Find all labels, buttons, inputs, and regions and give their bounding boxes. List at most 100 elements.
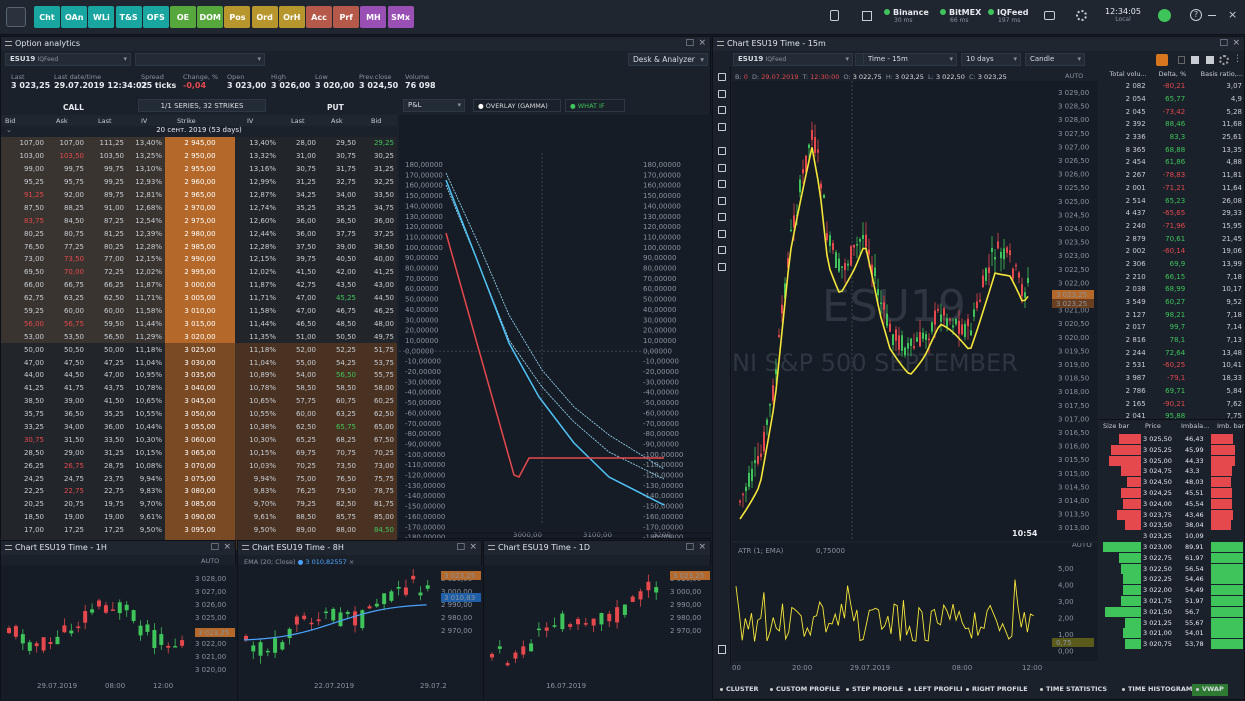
close-icon[interactable]: ×: [1232, 38, 1240, 48]
toolbar-button-ord[interactable]: Ord: [251, 6, 278, 28]
chat-icon[interactable]: [1044, 11, 1055, 20]
cluster-row[interactable]: 2 002 -60,14 19,06: [1099, 245, 1245, 258]
column-header-last[interactable]: Last: [291, 117, 305, 125]
cluster-row[interactable]: 2 244 72,64 13,48: [1099, 346, 1245, 359]
symbol-select[interactable]: ESU19 IQFeed: [5, 53, 131, 66]
maximize-icon[interactable]: □: [210, 542, 219, 552]
profile-button-left-profile[interactable]: LEFT PROFILE: [904, 684, 969, 696]
dom-row[interactable]: 3 022,50 56,54: [1099, 563, 1245, 574]
profile-button-time-statistics[interactable]: TIME STATISTICS: [1036, 684, 1112, 696]
cluster-row[interactable]: 2 267 -78,83 11,81: [1099, 169, 1245, 182]
cluster-row[interactable]: 3 549 60,27 9,52: [1099, 296, 1245, 309]
toolbar-button-pos[interactable]: Pos: [224, 6, 251, 28]
pnl-select[interactable]: P&L: [403, 99, 465, 112]
option-row[interactable]: 47,00 47,50 47,25 11,04% 3 030,00 11,04% 55,00…: [1, 356, 397, 370]
column-header-ask[interactable]: Ask: [331, 117, 343, 125]
timeframe-select[interactable]: Time - 15m: [863, 53, 957, 66]
range-select[interactable]: 10 days: [961, 53, 1021, 66]
close-icon[interactable]: ×: [698, 542, 706, 552]
cluster-column-header[interactable]: Basis ratio,...: [1200, 69, 1243, 78]
bookmark-icon[interactable]: [1178, 56, 1185, 64]
toolbar-button-oan[interactable]: OAn: [61, 6, 88, 28]
cluster-row[interactable]: 8 365 68,88 13,35: [1099, 143, 1245, 156]
option-row[interactable]: 53,00 53,50 56,50 11,29% 3 020,00 11,35% 51,00…: [1, 330, 397, 344]
cluster-row[interactable]: 2 017 99,7 7,14: [1099, 321, 1245, 334]
toolbar-button-cht[interactable]: Cht: [34, 6, 60, 28]
layers-icon[interactable]: [718, 89, 726, 98]
cluster-row[interactable]: 2 045 -73,42 5,28: [1099, 105, 1245, 118]
column-header-ask[interactable]: Ask: [56, 117, 68, 125]
maximize-icon[interactable]: □: [456, 542, 465, 552]
option-row[interactable]: 87,50 88,25 91,00 12,68% 2 970,00 12,74% 35,25…: [1, 201, 397, 215]
option-row[interactable]: 73,00 73,50 77,00 12,15% 2 990,00 12,15% 39,75…: [1, 253, 397, 266]
option-row[interactable]: 28,50 29,00 31,25 10,15% 3 065,00 10,15% 69,75…: [1, 446, 397, 460]
toolbar-button-dom[interactable]: DOM: [197, 6, 224, 28]
flame-icon[interactable]: [1156, 54, 1168, 66]
auto-scale-toggle[interactable]: AUTO: [1065, 72, 1084, 80]
ruler-icon[interactable]: [718, 213, 726, 221]
option-row[interactable]: 22,25 22,75 22,75 9,83% 3 080,00 9,83% 76,25 79…: [1, 485, 397, 498]
profile-button-custom-profile[interactable]: CUSTOM PROFILE: [766, 684, 845, 696]
dom-column-header[interactable]: Imb. bar: [1217, 422, 1245, 430]
option-row[interactable]: 50,00 50,50 50,00 11,18% 3 025,00 11,18% 52,00…: [1, 343, 397, 357]
lock-icon[interactable]: [830, 10, 839, 21]
cluster-column-header[interactable]: Total volu...: [1109, 69, 1147, 78]
trend-line-icon[interactable]: [718, 180, 726, 188]
toolbar-button-acc[interactable]: Acc: [306, 6, 332, 28]
what-if-button[interactable]: ● WHAT IF: [565, 99, 625, 112]
mode-select[interactable]: Desk & Analyzer: [628, 53, 708, 66]
maximize-icon[interactable]: □: [1219, 38, 1228, 48]
option-row[interactable]: 33,25 34,00 36,00 10,44% 3 055,00 10,38% 62,50…: [1, 420, 397, 434]
dom-row[interactable]: 3 021,25 55,67: [1099, 617, 1245, 628]
dom-row[interactable]: 3 024,25 45,51: [1099, 488, 1245, 498]
notes-icon[interactable]: [718, 262, 726, 271]
profile-button-right-profile[interactable]: RIGHT PROFILE: [962, 684, 1032, 696]
maximize-icon[interactable]: □: [685, 542, 694, 552]
close-icon[interactable]: ×: [223, 542, 231, 552]
toolbar-button-prf[interactable]: Prf: [333, 6, 360, 28]
profile-button-vwap[interactable]: VWAP: [1192, 684, 1228, 696]
option-row[interactable]: 91,25 92,00 89,75 12,81% 2 965,00 12,87% 34,25…: [1, 188, 397, 202]
profile-button-step-profile[interactable]: STEP PROFILE: [842, 684, 908, 696]
cluster-row[interactable]: 2 879 70,61 21,45: [1099, 232, 1245, 245]
option-row[interactable]: 59,25 60,00 60,00 11,58% 3 010,00 11,58% 47,00…: [1, 304, 397, 318]
dom-column-header[interactable]: Price: [1145, 422, 1161, 430]
option-row[interactable]: 95,25 95,75 99,25 12,93% 2 960,00 12,99% 31,25…: [1, 175, 397, 189]
connection-bitmex[interactable]: BitMEX 66 ms: [940, 8, 981, 24]
option-row[interactable]: 26,25 26,75 28,75 10,08% 3 070,00 10,03% 70,25…: [1, 459, 397, 473]
toolbar-button-mh[interactable]: MH: [360, 6, 387, 28]
brush-icon[interactable]: [718, 122, 726, 131]
cluster-row[interactable]: 2 786 69,71 5,84: [1099, 385, 1245, 398]
menu-grid-icon[interactable]: [6, 7, 26, 27]
option-row[interactable]: 80,25 80,75 81,25 12,39% 2 980,00 12,44% 36,00…: [1, 227, 397, 241]
dom-row[interactable]: 3 022,00 54,49: [1099, 585, 1245, 596]
toolbar-button-ofs[interactable]: OFS: [142, 6, 169, 28]
column-header-last[interactable]: Last: [98, 117, 112, 125]
cluster-row[interactable]: 2 514 65,23 26,08: [1099, 194, 1245, 207]
symbol-secondary-select[interactable]: [135, 53, 265, 66]
option-row[interactable]: 18,50 19,00 19,00 9,61% 3 090,00 9,61% 88,50 85…: [1, 510, 397, 524]
overlay-gamma-button[interactable]: ● OVERLAY (GAMMA): [473, 99, 561, 112]
cluster-row[interactable]: 4 437 -65,65 29,33: [1099, 207, 1245, 220]
toolbar-button-wli[interactable]: WLi: [88, 6, 115, 28]
vertical-line-icon[interactable]: [718, 163, 726, 172]
dom-row[interactable]: 3 022,75 61,97: [1099, 552, 1245, 563]
cluster-row[interactable]: 2 054 65,77 4,9: [1099, 93, 1245, 106]
option-row[interactable]: 38,50 39,00 41,50 10,65% 3 045,00 10,65% 57,75…: [1, 394, 397, 408]
expiry-row[interactable]: ⌄ 20 сент. 2019 (53 days): [1, 126, 397, 137]
cluster-row[interactable]: 2 816 78,1 7,13: [1099, 334, 1245, 347]
connection-binance[interactable]: Binance 30 ms: [884, 8, 929, 24]
option-row[interactable]: 76,50 77,25 80,25 12,28% 2 985,00 12,28% 37,50…: [1, 240, 397, 254]
cluster-row[interactable]: 2 127 98,21 7,18: [1099, 308, 1245, 321]
option-row[interactable]: 20,25 20,75 19,75 9,70% 3 085,00 9,70% 79,25 82…: [1, 497, 397, 511]
chart-type-icon[interactable]: [718, 73, 726, 81]
option-row[interactable]: 107,00 107,00 111,25 13,40% 2 945,00 13,40% 28…: [1, 137, 397, 150]
close-icon[interactable]: ×: [469, 542, 477, 552]
cluster-row[interactable]: 2 038 68,99 10,17: [1099, 283, 1245, 296]
option-row[interactable]: 56,00 56,75 59,50 11,44% 3 015,00 11,44% 46,50…: [1, 317, 397, 331]
option-row[interactable]: 83,75 84,50 87,25 12,54% 2 975,00 12,60% 36,00…: [1, 214, 397, 228]
cluster-row[interactable]: 2 392 88,46 11,68: [1099, 118, 1245, 131]
help-icon[interactable]: ?: [1190, 9, 1202, 21]
dom-row[interactable]: 3 025,50 46,43: [1099, 434, 1245, 444]
text-icon[interactable]: [718, 147, 726, 155]
